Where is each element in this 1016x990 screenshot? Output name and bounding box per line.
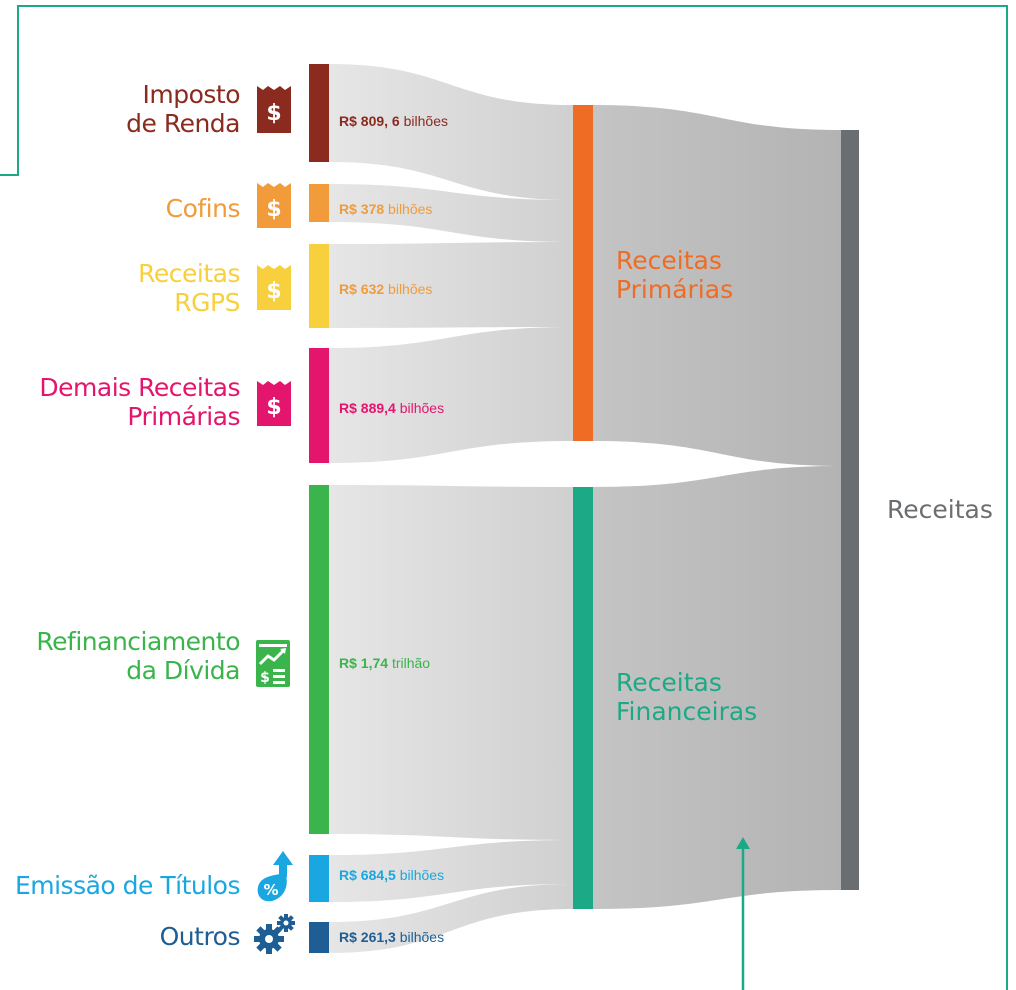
frame-top-border	[17, 5, 1008, 990]
label-outros: Outros	[159, 922, 241, 951]
flow-outros	[329, 884, 573, 953]
label-refinanciamento-da-divida: Refinanciamento da Dívida	[36, 627, 240, 685]
svg-text:$: $	[266, 395, 281, 420]
bar-cofins	[309, 184, 329, 222]
receipt-dollar-icon: $	[257, 381, 291, 426]
flow-emiss	[329, 840, 573, 902]
amount-cofins: R$ 378 bilhões	[339, 201, 433, 217]
svg-text:%: %	[263, 881, 278, 899]
flow-demais	[329, 327, 573, 463]
flow-refin	[329, 485, 573, 840]
label-receitas-financeiras: Receitas Financeiras	[616, 668, 758, 726]
amount-demais: R$ 889,4 bilhões	[339, 400, 445, 416]
bar-demais	[309, 348, 329, 463]
receipt-dollar-icon: $	[257, 265, 291, 310]
flow-rgps	[329, 242, 573, 328]
label-receitas-rgps: Receitas RGPS	[138, 259, 240, 317]
amount-refin: R$ 1,74 trilhão	[339, 655, 431, 671]
bar-primarias	[573, 105, 593, 441]
receipt-dollar-icon: $	[257, 86, 291, 133]
label-receitas-primarias: Receitas Primárias	[616, 246, 734, 304]
label-cofins: Cofins	[165, 194, 241, 223]
label-emissao-de-titulos: Emissão de Títulos	[14, 871, 241, 900]
amount-rgps: R$ 632 bilhões	[339, 281, 433, 297]
label-imposto-de-renda: Imposto de Renda	[126, 80, 240, 138]
svg-text:$: $	[260, 670, 270, 686]
svg-text:$: $	[266, 101, 281, 126]
svg-text:$: $	[266, 279, 281, 304]
amount-ir: R$ 809, 6 bilhões	[339, 113, 448, 129]
receipt-dollar-icon: $	[257, 183, 291, 228]
svg-text:$: $	[266, 197, 281, 222]
chart-document-icon: $	[256, 640, 290, 687]
flow-primarias-total	[593, 105, 841, 466]
label-demais-receitas-primarias: Demais Receitas Primárias	[39, 373, 240, 431]
percent-arrow-icon: %	[257, 851, 293, 902]
bar-emiss	[309, 855, 329, 902]
bar-rgps	[309, 244, 329, 328]
arrow-head-icon	[736, 837, 750, 849]
label-receitas-total: Receitas	[887, 495, 993, 524]
bar-financeiras	[573, 487, 593, 909]
bar-outros	[309, 922, 329, 953]
flow-cofins	[329, 184, 573, 242]
flow-financeiras-total	[593, 466, 841, 909]
flow-ir	[329, 64, 573, 200]
bar-refin	[309, 485, 329, 834]
amount-emiss: R$ 684,5 bilhões	[339, 867, 445, 883]
gears-icon	[254, 914, 295, 954]
bar-ir	[309, 64, 329, 162]
amount-outros: R$ 261,3 bilhões	[339, 929, 445, 945]
total-bar	[841, 130, 859, 890]
